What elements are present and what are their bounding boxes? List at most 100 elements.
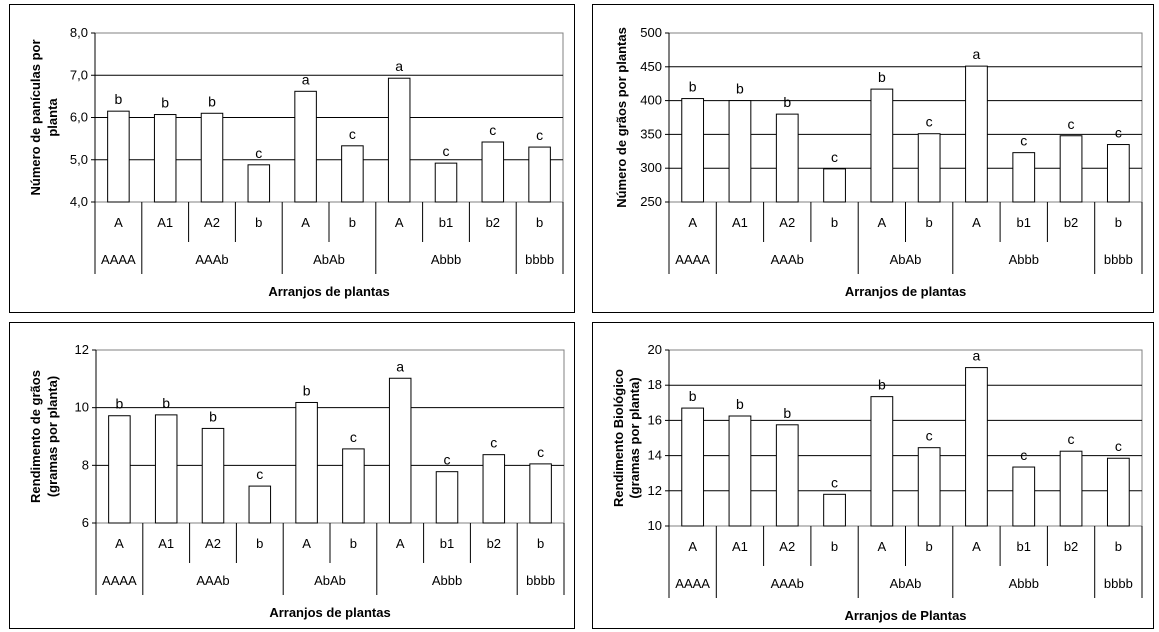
y-tick-label: 18 [648, 377, 662, 392]
x-category-label: b [537, 536, 544, 551]
bar [154, 414, 178, 524]
x-group-label: AbAb [314, 573, 346, 588]
bar-data-label: b [162, 395, 170, 411]
x-group-label: AbAb [890, 576, 922, 591]
bar [1106, 144, 1130, 203]
y-axis-title: planta [45, 98, 60, 137]
x-group-label: AAAb [196, 573, 229, 588]
bar [528, 146, 551, 203]
y-axis-title: Rendimento de grãos [28, 370, 43, 503]
bar-data-label: c [490, 435, 497, 451]
x-category-label: b [349, 215, 356, 230]
x-category-label: b [926, 215, 933, 230]
y-axis-title: Número de grãos por plantas [614, 27, 629, 208]
y-tick-label: 12 [648, 483, 662, 498]
x-category-label: A2 [779, 539, 795, 554]
y-tick-label: 16 [648, 412, 662, 427]
x-category-label: b [255, 215, 262, 230]
x-group-label: Abbb [1009, 576, 1039, 591]
x-group-label: bbbb [526, 573, 555, 588]
bar-data-label: c [350, 429, 357, 445]
bar [434, 162, 458, 203]
bar-data-label: c [349, 126, 356, 142]
y-tick-label: 250 [640, 194, 662, 209]
bar [681, 98, 705, 203]
bar [153, 114, 177, 203]
bar-data-label: c [831, 149, 838, 165]
bar-data-label: b [736, 396, 744, 412]
x-category-label: b2 [1064, 215, 1078, 230]
x-category-label: A1 [158, 536, 174, 551]
y-tick-label: 300 [640, 160, 662, 175]
chart-graos: 250 300 350 400 450 500 b Ab A1 b A2 c b b Ac b a Ac b1 c b2… [592, 4, 1154, 313]
bar [870, 396, 894, 527]
x-group-label: bbbb [525, 252, 554, 267]
y-tick-label: 8,0 [70, 25, 88, 40]
x-category-label: A2 [204, 215, 220, 230]
bar [295, 401, 318, 524]
bar-data-label: b [116, 396, 124, 412]
bar-data-label: c [256, 466, 263, 482]
x-axis-title: Arranjos de plantas [268, 284, 389, 299]
bar [1012, 152, 1036, 203]
x-category-label: b [350, 536, 357, 551]
x-category-label: A [115, 536, 124, 551]
bar [775, 424, 799, 527]
bar-data-label: c [443, 143, 450, 159]
bar-data-label: b [208, 93, 216, 109]
bar-data-label: b [736, 81, 744, 97]
x-axis-title: Arranjos de Plantas [844, 608, 966, 623]
bar-data-label: c [831, 474, 838, 490]
x-category-label: A [688, 539, 697, 554]
x-group-label: AAAA [101, 252, 136, 267]
bar-data-label: c [1068, 431, 1075, 447]
bar [435, 471, 459, 524]
x-category-label: A2 [205, 536, 221, 551]
bar-data-label: c [537, 444, 544, 460]
x-category-label: b [1115, 215, 1122, 230]
bar [965, 65, 988, 203]
bar-data-label: a [973, 348, 981, 364]
bar [1012, 466, 1036, 527]
x-group-label: AAAb [771, 252, 804, 267]
y-tick-label: 8 [82, 457, 89, 472]
x-category-label: b [1115, 539, 1122, 554]
bar-data-label: b [115, 91, 123, 107]
x-category-label: b2 [487, 536, 501, 551]
x-category-label: A [878, 215, 887, 230]
y-tick-label: 7,0 [70, 67, 88, 82]
y-tick-label: 5,0 [70, 152, 88, 167]
x-category-label: A1 [157, 215, 173, 230]
bar-data-label: c [1020, 447, 1027, 463]
x-category-label: A [972, 215, 981, 230]
bar-data-label: b [689, 388, 697, 404]
x-category-label: A [396, 536, 405, 551]
x-group-label: bbbb [1104, 576, 1133, 591]
x-category-label: b [926, 539, 933, 554]
bar-data-label: b [303, 382, 311, 398]
bar-data-label: b [161, 95, 169, 111]
x-group-label: AAAA [102, 573, 137, 588]
bar [823, 168, 846, 203]
x-category-label: A [972, 539, 981, 554]
x-group-label: AAAA [675, 252, 710, 267]
x-category-label: b [831, 539, 838, 554]
bar [481, 141, 505, 203]
x-category-label: b2 [1064, 539, 1078, 554]
x-category-label: A [301, 215, 310, 230]
bar-data-label: b [783, 405, 791, 421]
bar [387, 77, 411, 203]
bar-data-label: c [444, 452, 451, 468]
x-category-label: b2 [486, 215, 500, 230]
x-group-label: Abbb [431, 252, 461, 267]
x-category-label: b1 [1017, 539, 1031, 554]
bar [1059, 135, 1083, 203]
bar-data-label: c [1115, 125, 1122, 141]
x-group-label: Abbb [432, 573, 462, 588]
x-category-label: b [536, 215, 543, 230]
bar-data-label: a [973, 46, 981, 62]
bar-data-label: b [783, 94, 791, 110]
y-tick-label: 400 [640, 93, 662, 108]
x-group-label: AbAb [313, 252, 345, 267]
bar [342, 448, 365, 524]
